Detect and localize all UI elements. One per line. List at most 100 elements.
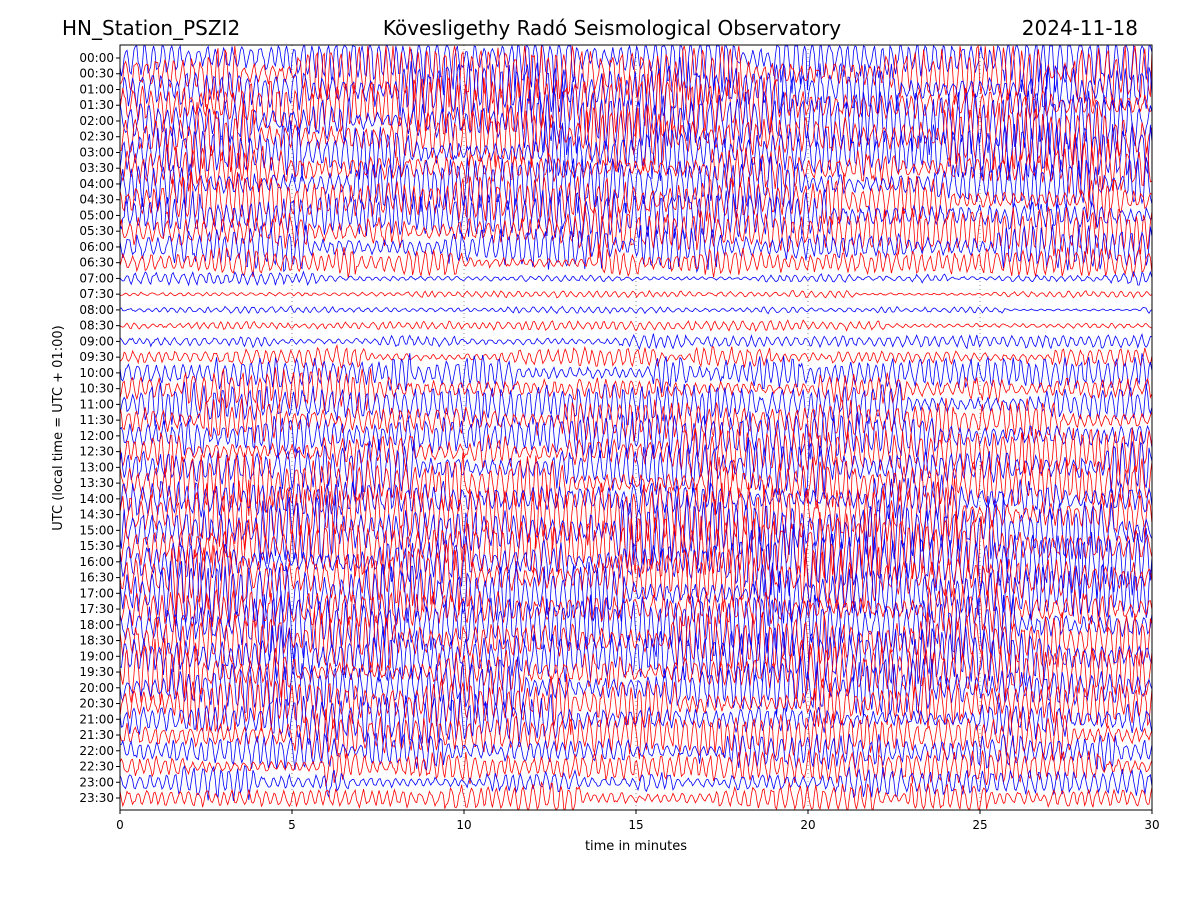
y-tick-label: 04:00 <box>79 177 114 191</box>
trace-0430 <box>119 171 1153 230</box>
trace-0500 <box>119 189 1153 242</box>
y-tick-label: 03:00 <box>79 145 114 159</box>
x-tick-label: 15 <box>628 818 643 832</box>
y-tick-label: 09:30 <box>79 350 114 364</box>
y-tick-label: 06:30 <box>79 256 114 270</box>
trace-1530 <box>119 511 1153 580</box>
x-tick-label: 25 <box>972 818 987 832</box>
trace-2330 <box>119 781 1153 811</box>
y-tick-label: 18:00 <box>79 618 114 632</box>
trace-2300 <box>119 764 1153 801</box>
y-tick-label: 21:30 <box>79 728 114 742</box>
y-tick-label: 12:00 <box>79 429 114 443</box>
trace-0200 <box>119 83 1153 156</box>
y-tick-label: 18:30 <box>79 634 114 648</box>
trace-1330 <box>119 452 1153 516</box>
date-title: 2024-11-18 <box>1022 16 1138 40</box>
y-tick-label: 10:00 <box>79 366 114 380</box>
y-tick-label: 02:30 <box>79 130 114 144</box>
y-tick-label: 02:00 <box>79 114 114 128</box>
y-tick-label: 14:00 <box>79 492 114 506</box>
y-tick-label: 23:30 <box>79 791 114 805</box>
y-tick-label: 03:30 <box>79 161 114 175</box>
y-tick-label: 08:30 <box>79 319 114 333</box>
y-tick-label: 08:00 <box>79 303 114 317</box>
y-axis-label: UTC (local time = UTC + 01:00) <box>51 325 66 530</box>
trace-1600 <box>119 523 1153 599</box>
y-tick-label: 01:30 <box>79 98 114 112</box>
trace-1100 <box>119 381 1153 427</box>
y-tick-label: 19:00 <box>79 649 114 663</box>
y-tick-label: 22:00 <box>79 744 114 758</box>
trace-0400 <box>119 155 1153 214</box>
trace-1030 <box>119 366 1153 411</box>
y-tick-label: 16:30 <box>79 571 114 585</box>
y-tick-label: 13:00 <box>79 460 114 474</box>
trace-0600 <box>119 224 1153 274</box>
y-tick-label: 19:30 <box>79 665 114 679</box>
y-tick-label: 11:00 <box>79 397 114 411</box>
trace-1400 <box>119 474 1153 522</box>
x-tick-label: 30 <box>1144 818 1159 832</box>
observatory-title: Kövesligethy Radó Seismological Observat… <box>383 16 841 40</box>
x-axis-ticks: 0 5 10 15 20 25 30 <box>116 810 1160 832</box>
y-tick-label: 15:30 <box>79 539 114 553</box>
trace-2000 <box>119 656 1153 719</box>
trace-1730 <box>119 583 1153 633</box>
y-tick-label: 17:30 <box>79 602 114 616</box>
trace-0830 <box>119 319 1153 332</box>
y-tick-label: 13:30 <box>79 476 114 490</box>
y-tick-label: 16:00 <box>79 555 114 569</box>
trace-1230 <box>119 427 1153 482</box>
trace-0100 <box>119 56 1153 121</box>
trace-1130 <box>119 397 1153 444</box>
y-tick-label: 05:30 <box>79 224 114 238</box>
y-tick-label: 09:00 <box>79 334 114 348</box>
y-tick-label: 21:00 <box>79 712 114 726</box>
trace-0900 <box>119 332 1152 351</box>
trace-1900 <box>119 625 1153 687</box>
y-tick-label: 01:00 <box>79 82 114 96</box>
x-tick-label: 10 <box>456 818 471 832</box>
trace-1830 <box>119 610 1153 675</box>
trace-1500 <box>119 493 1153 570</box>
y-tick-label: 07:30 <box>79 287 114 301</box>
trace-2100 <box>119 691 1153 746</box>
y-tick-label: 23:00 <box>79 775 114 789</box>
trace-0530 <box>119 204 1153 259</box>
station-title: HN_Station_PSZI2 <box>62 16 240 40</box>
y-tick-label: 04:30 <box>79 193 114 207</box>
trace-2200 <box>119 731 1153 772</box>
y-tick-label: 20:30 <box>79 697 114 711</box>
trace-0930 <box>119 343 1153 369</box>
trace-0330 <box>119 133 1153 201</box>
trace-2030 <box>119 673 1153 735</box>
trace-0730 <box>119 289 1152 299</box>
trace-1200 <box>119 410 1153 460</box>
trace-0700 <box>119 270 1153 287</box>
y-tick-label: 15:00 <box>79 523 114 537</box>
y-tick-label: 17:00 <box>79 586 114 600</box>
x-tick-label: 0 <box>116 818 124 832</box>
y-tick-label: 14:30 <box>79 508 114 522</box>
trace-0800 <box>119 305 1153 315</box>
y-tick-label: 06:00 <box>79 240 114 254</box>
x-tick-label: 20 <box>800 818 815 832</box>
seismic-traces <box>119 44 1153 811</box>
trace-1300 <box>119 437 1153 499</box>
y-tick-label: 12:30 <box>79 445 114 459</box>
y-tick-label: 05:00 <box>79 208 114 222</box>
y-tick-label: 20:00 <box>79 681 114 695</box>
trace-0000 <box>119 44 1153 98</box>
x-tick-label: 5 <box>288 818 296 832</box>
y-tick-label: 11:30 <box>79 413 114 427</box>
y-tick-label: 00:00 <box>79 51 114 65</box>
y-tick-label: 10:30 <box>79 382 114 396</box>
y-tick-label: 22:30 <box>79 760 114 774</box>
trace-2230 <box>119 749 1153 787</box>
y-tick-label: 00:30 <box>79 67 114 81</box>
trace-0300 <box>119 115 1153 183</box>
x-axis-label: time in minutes <box>585 839 687 854</box>
